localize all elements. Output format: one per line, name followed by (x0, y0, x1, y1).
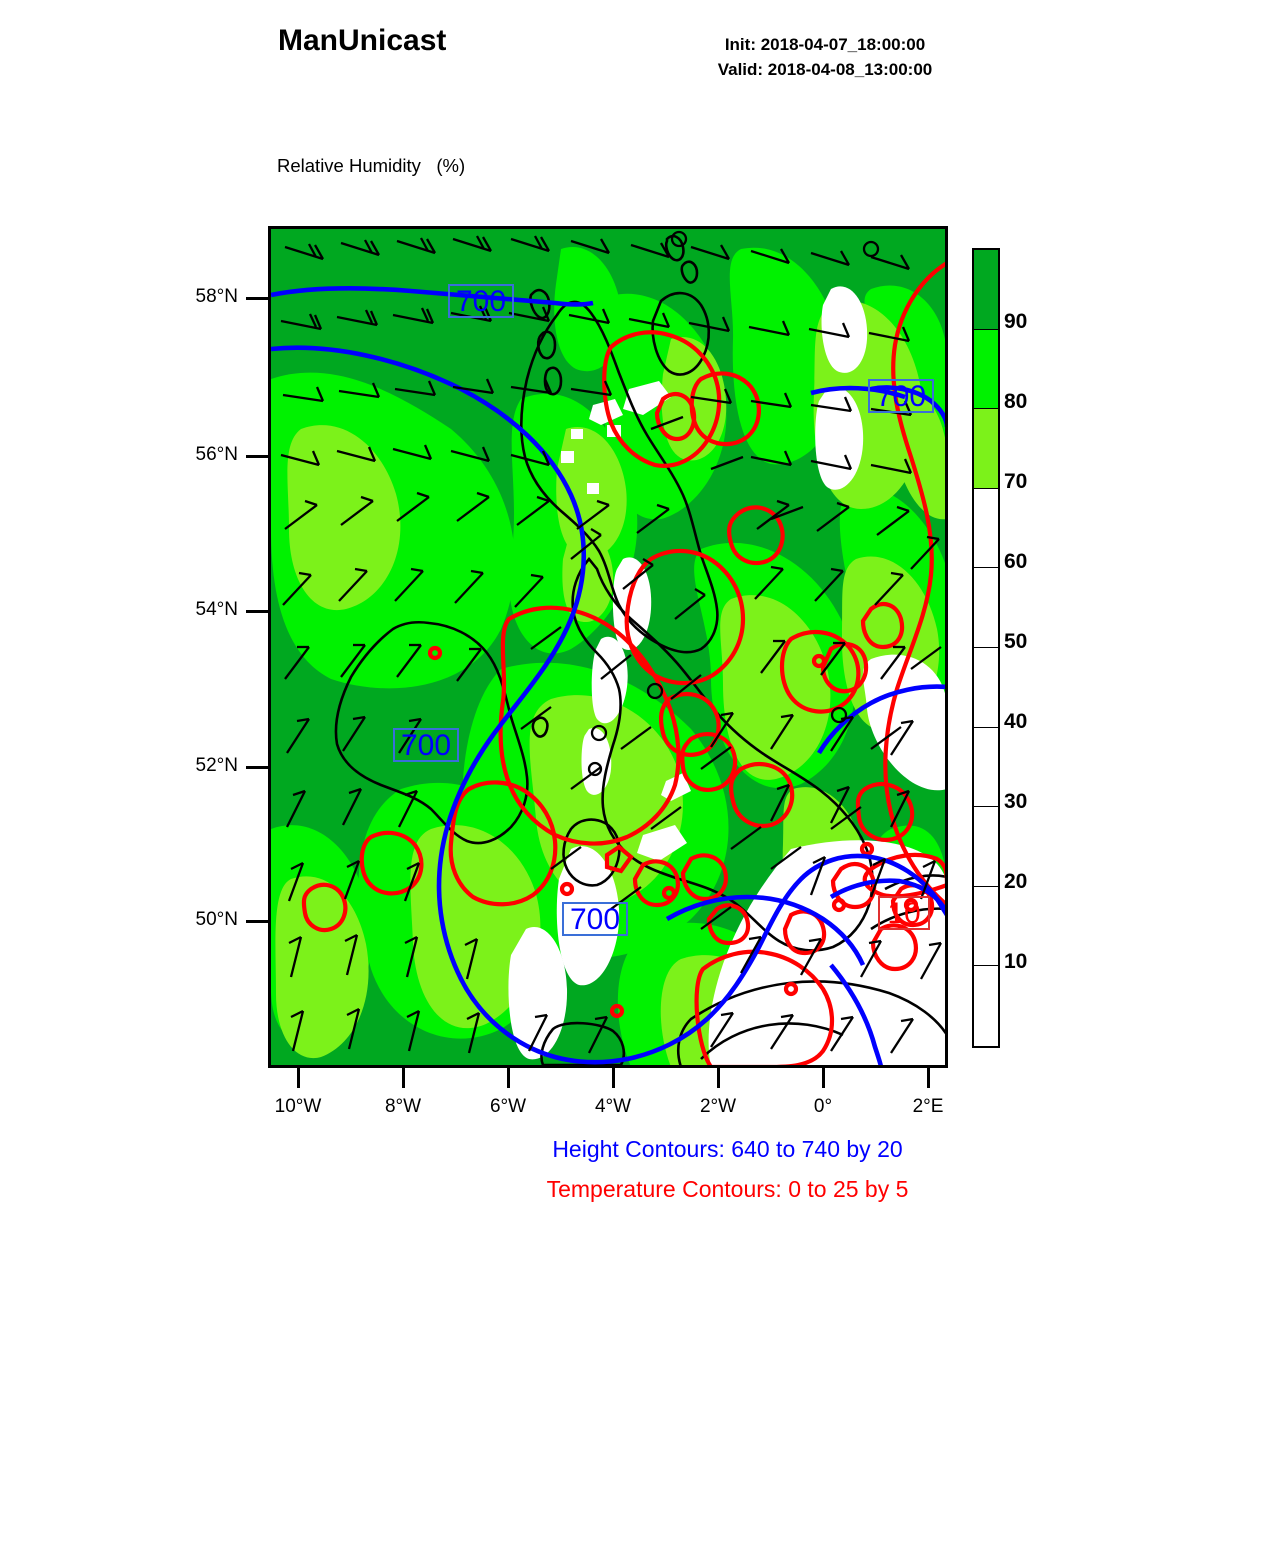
colorbar-cell (974, 886, 998, 967)
map-canvas: 700 700 700 700 10 (271, 229, 945, 1065)
colorbar-cell (974, 488, 998, 569)
rh-fill-dry (508, 286, 945, 1065)
param-relative-humidity: Relative Humidity (%) (277, 155, 466, 176)
colorbar[interactable] (972, 248, 1000, 1048)
lon-tick (612, 1068, 615, 1088)
lat-label: 58°N (195, 286, 238, 307)
lon-tick (717, 1068, 720, 1088)
temperature-label-text: 10 (887, 897, 920, 930)
height-label-text: 700 (570, 903, 620, 936)
colorbar-tick-label: 70 (1004, 470, 1028, 493)
colorbar-cell (974, 807, 998, 887)
lat-label: 52°N (195, 755, 238, 776)
height-contours (271, 286, 945, 1065)
lat-tick (246, 297, 268, 300)
colorbar-cell (974, 727, 998, 808)
height-contour-label: 700 (868, 379, 934, 413)
lon-tick (507, 1068, 510, 1088)
colorbar-tick-label: 80 (1004, 390, 1028, 413)
lon-tick (297, 1068, 300, 1088)
lon-tick (402, 1068, 405, 1088)
lon-label: 10°W (274, 1096, 322, 1117)
valid-time: Valid: 2018-04-08_13:00:00 (717, 60, 933, 79)
lat-label: 50°N (195, 909, 238, 930)
lon-label: 0° (813, 1096, 833, 1117)
init-time: Init: 2018-04-07_18:00:00 (724, 35, 926, 54)
colorbar-tick-label: 90 (1004, 310, 1028, 333)
colorbar-cell (974, 568, 998, 648)
colorbar-cell (974, 647, 998, 728)
forecast-timestamps: Init: 2018-04-07_18:00:00 Valid: 2018-04… (680, 32, 970, 82)
colorbar-tick-label: 60 (1004, 550, 1028, 573)
lon-tick (822, 1068, 825, 1088)
colorbar-tick-label: 40 (1004, 710, 1028, 733)
height-contour-label: 700 (393, 728, 459, 762)
height-contour-label: 700 (448, 284, 514, 318)
coastlines (334, 234, 945, 1065)
temperature-contours (301, 261, 945, 1065)
lon-label: 6°W (489, 1096, 527, 1117)
page-title: ManUnicast (278, 24, 447, 57)
wind-barbs (280, 230, 943, 1054)
height-contours-legend: Height Contours: 640 to 740 by 20 (552, 1136, 903, 1162)
lon-tick (927, 1068, 930, 1088)
colorbar-tick-label: 20 (1004, 870, 1028, 893)
contour-label-group: 700 700 700 700 10 (393, 284, 934, 936)
lon-label: 2°E (912, 1096, 944, 1117)
lon-label: 4°W (594, 1096, 632, 1117)
height-label-text: 700 (456, 285, 506, 318)
colorbar-tick-label: 30 (1004, 790, 1028, 813)
colorbar-cell (974, 250, 998, 330)
colorbar-tick-label: 50 (1004, 630, 1028, 653)
lat-tick (246, 920, 268, 923)
colorbar-tick-label: 10 (1004, 950, 1028, 973)
height-contour-label: 700 (562, 902, 628, 936)
lon-label: 8°W (384, 1096, 422, 1117)
lat-tick (246, 610, 268, 613)
height-label-text: 700 (876, 380, 926, 413)
colorbar-cell (974, 329, 998, 410)
temperature-contour-label: 10 (878, 896, 930, 930)
temperature-contours-legend: Temperature Contours: 0 to 25 by 5 (546, 1176, 909, 1202)
lat-label: 56°N (195, 444, 238, 465)
lat-tick (246, 455, 268, 458)
weather-map-plot[interactable]: 700 700 700 700 10 (268, 226, 948, 1068)
height-label-text: 700 (401, 729, 451, 762)
lat-tick (246, 766, 268, 769)
lon-label: 2°W (699, 1096, 737, 1117)
colorbar-cell (974, 409, 998, 489)
colorbar-cell (974, 966, 998, 1046)
lat-label: 54°N (195, 599, 238, 620)
